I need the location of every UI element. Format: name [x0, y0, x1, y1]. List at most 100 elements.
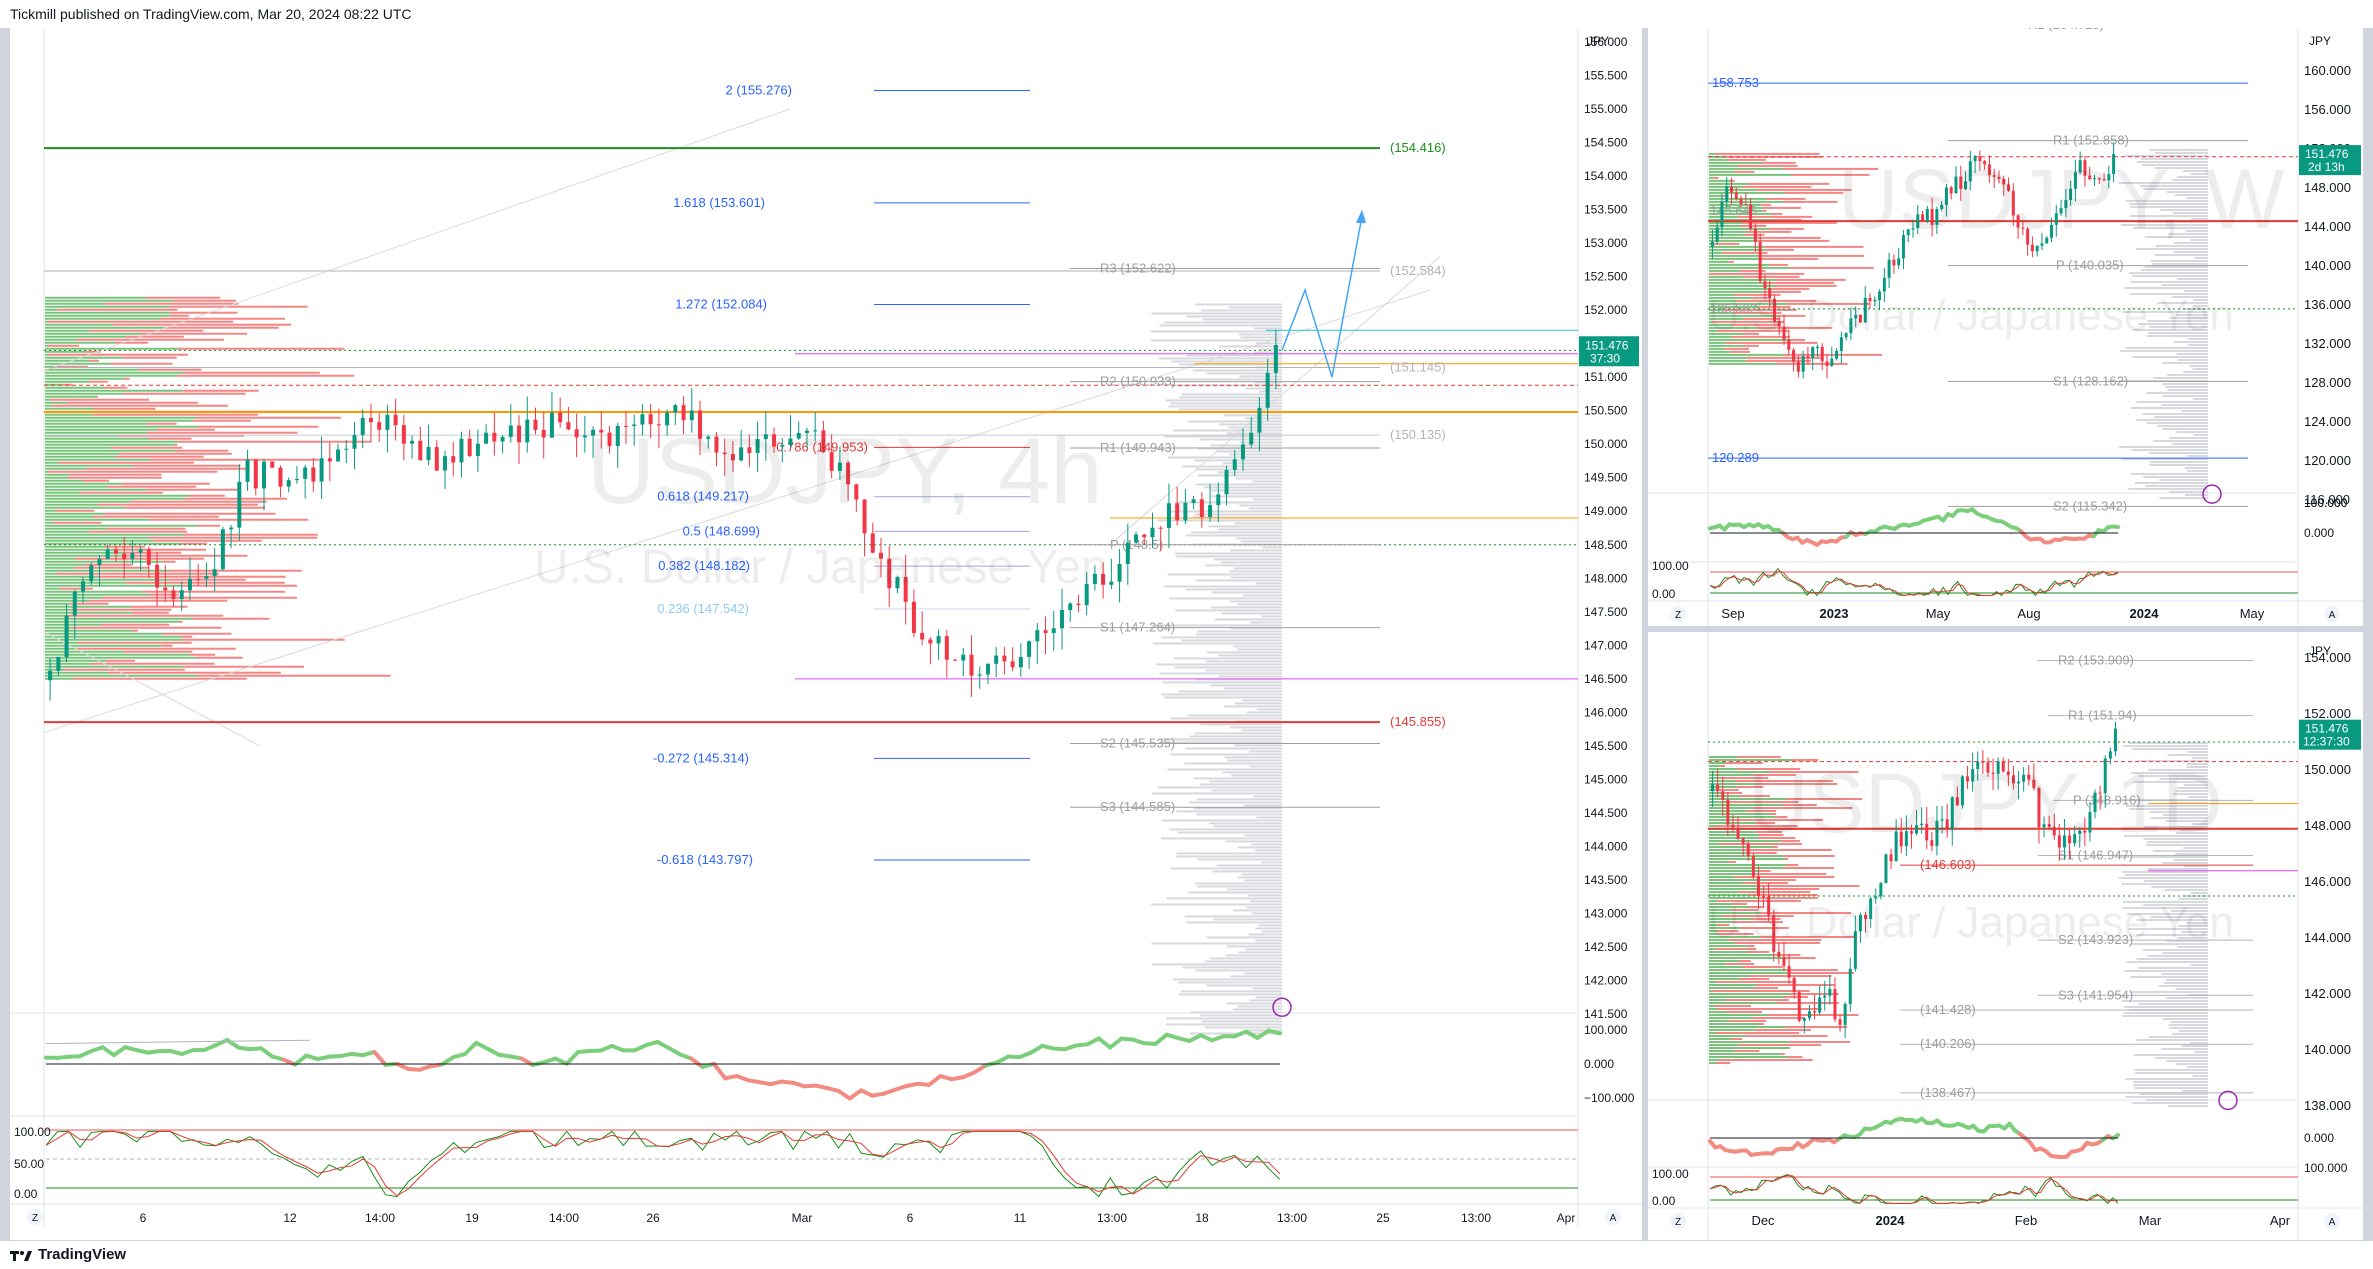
candle — [953, 659, 958, 661]
left-volume-profile-buy — [1709, 891, 1738, 893]
stoch-k — [1709, 567, 2119, 597]
candle — [113, 549, 118, 554]
left-volume-profile-buy — [1709, 1023, 1760, 1025]
right-volume-profile — [1175, 501, 1282, 504]
candle — [854, 484, 859, 500]
price-tick: 142.000 — [1584, 973, 1628, 987]
right-volume-profile — [1178, 408, 1282, 411]
left-volume-profile-buy — [1709, 254, 1760, 257]
left-volume-profile-buy — [1709, 1050, 1735, 1052]
watermark-symbol: USDJPY, 4h — [587, 418, 1103, 523]
right-volume-profile — [1171, 360, 1282, 363]
right-volume-profile — [1246, 906, 1282, 909]
left-volume-profile-buy — [1709, 975, 1751, 977]
left-volume-profile-sell — [140, 332, 248, 335]
price-tick: 148.000 — [2304, 818, 2351, 833]
left-volume-profile-buy — [45, 317, 161, 320]
left-volume-profile-sell — [149, 437, 192, 440]
candle — [665, 412, 670, 426]
right-volume-profile — [1162, 681, 1282, 684]
price-tick: 155.500 — [1584, 69, 1628, 83]
candle — [1844, 333, 1848, 338]
right-volume-profile — [2175, 1063, 2208, 1065]
left-volume-profile-sell — [1765, 197, 1806, 200]
right-volume-profile — [2162, 362, 2208, 364]
candle — [401, 425, 406, 444]
right-volume-profile — [1177, 831, 1282, 834]
left-volume-profile-buy — [1709, 762, 1726, 764]
left-volume-profile-sell — [55, 365, 88, 368]
right-volume-profile — [1237, 1005, 1282, 1008]
left-volume-profile-sell — [88, 599, 228, 602]
candle — [212, 569, 217, 577]
left-volume-profile-sell — [1770, 212, 1783, 215]
main-chart-panel[interactable]: 2 (155.276) 1.618 (153.601) 1.272 (152.084… — [10, 28, 1642, 1240]
candle — [1818, 997, 1822, 1013]
left-volume-profile-buy — [45, 329, 90, 332]
left-volume-profile-buy — [1709, 963, 1726, 965]
right-volume-profile — [2162, 862, 2208, 864]
candle — [2073, 834, 2077, 844]
left-volume-profile-buy — [45, 632, 163, 635]
right-volume-profile — [2149, 149, 2208, 151]
left-volume-profile-sell — [69, 602, 109, 605]
left-volume-profile-buy — [1709, 1008, 1718, 1010]
left-volume-profile-buy — [1709, 831, 1756, 833]
price-tick: 143.500 — [1584, 873, 1628, 887]
left-volume-profile-buy — [1709, 173, 1792, 176]
right-volume-profile — [2170, 1021, 2208, 1023]
left-volume-profile-buy — [1709, 1026, 1786, 1028]
candle — [1043, 630, 1048, 634]
candle — [739, 447, 744, 461]
left-volume-profile-sell — [47, 344, 80, 347]
left-volume-profile-buy — [45, 308, 58, 311]
tradingview-logo[interactable]: TradingView — [10, 1241, 126, 1269]
time-label: 2024 — [2130, 606, 2160, 621]
price-tick: 142.000 — [2304, 986, 2351, 1001]
candle — [1930, 209, 1934, 225]
right-volume-profile — [1249, 999, 1282, 1002]
candle — [2057, 835, 2061, 848]
publish-header: Tickmill published on TradingView.com, M… — [0, 0, 2373, 28]
left-volume-profile-buy — [45, 302, 105, 305]
candle — [1864, 914, 1868, 919]
left-volume-profile-sell — [1727, 1011, 1763, 1013]
candle — [352, 435, 357, 449]
candle — [1849, 318, 1853, 334]
left-volume-profile-buy — [1709, 807, 1754, 809]
daily-chart-panel[interactable]: R2 (153.909) R1 (151.94) P (148.916) S1 (14… — [1648, 632, 2363, 1240]
right-volume-profile — [2140, 185, 2208, 187]
candle — [2088, 175, 2092, 180]
left-volume-profile-buy — [1709, 849, 1744, 851]
left-volume-profile-sell — [86, 467, 250, 470]
left-volume-profile-buy — [1709, 756, 1738, 758]
left-volume-profile-buy — [45, 656, 196, 659]
candle — [1839, 337, 1843, 351]
candle — [607, 432, 612, 447]
left-volume-profile-buy — [45, 665, 184, 668]
candle — [1762, 896, 1766, 898]
candle — [1010, 661, 1015, 668]
candle — [327, 458, 332, 462]
left-volume-profile-sell — [1767, 1014, 1859, 1016]
left-volume-profile-sell — [1776, 1002, 1839, 1004]
time-label: Aug — [2017, 606, 2040, 621]
right-volume-profile — [2143, 880, 2208, 882]
main-chart-svg[interactable]: 2 (155.276)1.618 (153.601)1.272 (152.084… — [10, 28, 1642, 1240]
left-volume-profile-buy — [1709, 924, 1717, 926]
right-volume-profile — [1258, 924, 1282, 927]
candle — [2022, 774, 2026, 782]
left-volume-profile-buy — [45, 458, 151, 461]
daily-chart-svg[interactable]: R2 (153.909)R1 (151.94)P (148.916)S1 (14… — [1648, 632, 2363, 1240]
right-volume-profile — [2185, 230, 2208, 232]
left-volume-profile-buy — [1709, 996, 1784, 998]
left-volume-profile-sell — [150, 593, 179, 596]
right-volume-profile — [2129, 991, 2208, 993]
right-volume-profile — [2169, 1027, 2208, 1029]
right-volume-profile — [1178, 993, 1282, 996]
right-volume-profile — [1161, 819, 1282, 822]
left-volume-profile-sell — [1720, 777, 1769, 779]
left-volume-profile-buy — [1709, 266, 1791, 269]
